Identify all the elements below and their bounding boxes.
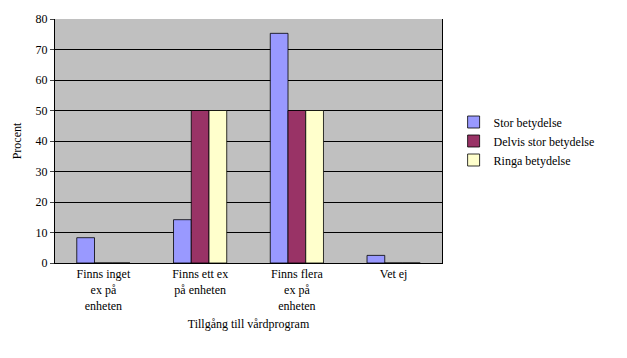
svg-text:40: 40 — [36, 134, 48, 148]
svg-text:20: 20 — [36, 195, 48, 209]
svg-text:Finns fleraex påenheten: Finns fleraex påenheten — [271, 267, 323, 312]
svg-text:30: 30 — [36, 165, 48, 179]
svg-text:0: 0 — [42, 256, 48, 270]
svg-text:50: 50 — [36, 104, 48, 118]
svg-text:Finns ingetex påenheten: Finns ingetex påenheten — [77, 267, 131, 312]
svg-text:Delvis stor betydelse: Delvis stor betydelse — [494, 135, 595, 149]
svg-text:80: 80 — [36, 12, 48, 26]
svg-text:Finns ett expå enheten: Finns ett expå enheten — [172, 267, 228, 297]
svg-text:Tillgång till vårdprogram: Tillgång till vårdprogram — [188, 317, 310, 331]
svg-text:Ringa betydelse: Ringa betydelse — [494, 154, 571, 168]
svg-text:60: 60 — [36, 73, 48, 87]
svg-text:Procent: Procent — [10, 122, 24, 159]
svg-text:10: 10 — [36, 226, 48, 240]
svg-text:70: 70 — [36, 43, 48, 57]
svg-text:Vet ej: Vet ej — [380, 267, 408, 281]
svg-text:Stor betydelse: Stor betydelse — [494, 116, 562, 130]
